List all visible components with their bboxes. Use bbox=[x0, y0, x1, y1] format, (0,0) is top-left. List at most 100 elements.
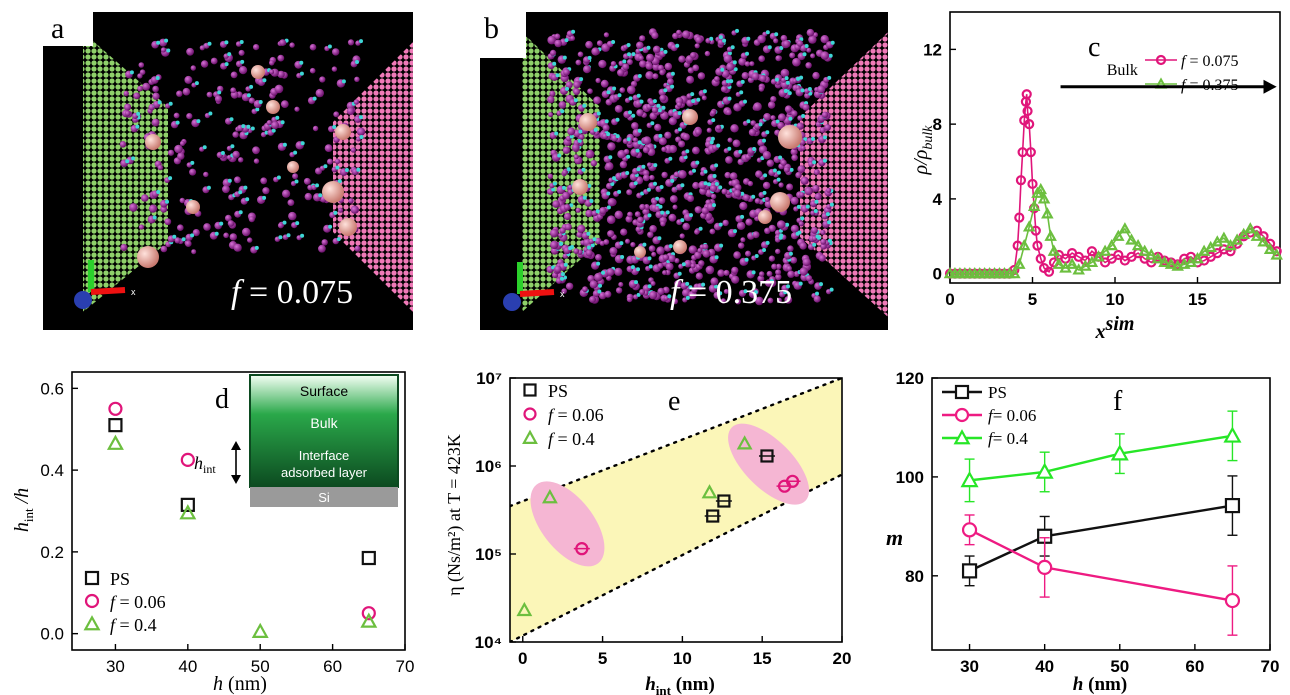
data-point bbox=[106, 434, 124, 450]
atom-bead bbox=[278, 235, 283, 240]
atom-bead bbox=[196, 119, 201, 124]
atom-bead bbox=[224, 40, 229, 45]
data-point bbox=[1105, 238, 1118, 251]
atom-bead bbox=[801, 114, 806, 118]
polymer-bead bbox=[657, 262, 664, 269]
polymer-bead bbox=[573, 81, 581, 89]
x-tick-label: 30 bbox=[106, 657, 125, 676]
nanoparticle bbox=[770, 192, 790, 212]
atom-bead bbox=[653, 163, 658, 168]
atom-bead bbox=[208, 111, 213, 116]
polymer-bead bbox=[688, 245, 697, 254]
polymer-bead bbox=[668, 144, 677, 154]
atom-bead bbox=[776, 170, 781, 175]
polymer-bead bbox=[695, 128, 702, 136]
polymer-bead bbox=[562, 191, 570, 200]
polymer-bead bbox=[189, 168, 197, 176]
atom-bead bbox=[299, 60, 304, 65]
atom-bead bbox=[830, 40, 835, 45]
atom-bead bbox=[647, 256, 652, 261]
atom-bead bbox=[568, 246, 573, 251]
polymer-bead bbox=[567, 127, 576, 136]
atom-bead bbox=[166, 48, 171, 53]
polymer-bead bbox=[778, 182, 784, 188]
polymer-bead bbox=[353, 99, 360, 105]
atom-bead bbox=[660, 210, 665, 215]
polymer-bead bbox=[668, 117, 677, 126]
atom-bead bbox=[639, 99, 644, 104]
polymer-bead bbox=[710, 109, 716, 116]
polymer-bead bbox=[191, 249, 197, 255]
inset-bulk-label: Bulk bbox=[310, 415, 338, 431]
atom-bead bbox=[795, 231, 800, 236]
atom-bead bbox=[765, 240, 770, 245]
polymer-bead bbox=[730, 124, 739, 133]
polymer-bead bbox=[758, 55, 765, 62]
polymer-bead bbox=[657, 287, 665, 295]
panel-label-a: a bbox=[43, 12, 93, 46]
atom-bead bbox=[778, 155, 783, 160]
legend-label: f = 0.06 bbox=[548, 405, 604, 425]
atom-bead bbox=[601, 270, 605, 275]
polymer-bead bbox=[554, 265, 562, 273]
polymer-bead bbox=[185, 240, 192, 247]
polymer-bead bbox=[232, 131, 239, 138]
polymer-bead bbox=[277, 70, 285, 79]
polymer-bead bbox=[619, 87, 626, 93]
data-point bbox=[1244, 222, 1257, 234]
polymer-bead bbox=[157, 164, 163, 171]
atom-bead bbox=[738, 149, 743, 154]
atom-bead bbox=[701, 282, 706, 287]
polymer-bead bbox=[659, 94, 667, 102]
atom-bead bbox=[631, 113, 636, 118]
atom-bead bbox=[727, 51, 732, 56]
polymer-bead bbox=[548, 112, 554, 118]
polymer-bead bbox=[820, 229, 826, 235]
polymer-bead bbox=[595, 77, 601, 84]
atom-bead bbox=[718, 185, 723, 190]
polymer-bead bbox=[791, 110, 798, 117]
atom-bead bbox=[772, 168, 777, 173]
legend-marker bbox=[953, 429, 971, 445]
atom-bead bbox=[696, 97, 701, 102]
polymer-bead bbox=[554, 33, 561, 40]
atom-bead bbox=[661, 105, 666, 110]
atom-bead bbox=[805, 204, 810, 209]
polymer-bead bbox=[636, 41, 644, 50]
polymer-bead bbox=[729, 172, 738, 180]
atom-bead bbox=[718, 291, 723, 296]
polymer-bead bbox=[694, 229, 700, 235]
polymer-bead bbox=[790, 224, 799, 233]
atom-bead bbox=[799, 37, 804, 42]
polymer-bead bbox=[775, 273, 782, 281]
atom-bead bbox=[554, 131, 559, 136]
atom-bead bbox=[788, 116, 793, 121]
atom-bead bbox=[620, 255, 625, 259]
atom-bead bbox=[312, 96, 317, 101]
data-point bbox=[1263, 242, 1277, 254]
polymer-bead bbox=[752, 231, 760, 239]
nanoparticle bbox=[137, 246, 159, 268]
atom-bead bbox=[592, 237, 597, 242]
atom-bead bbox=[785, 222, 790, 227]
atom-bead bbox=[712, 174, 717, 178]
atom-bead bbox=[670, 71, 675, 76]
atom-bead bbox=[812, 242, 817, 247]
polymer-bead bbox=[294, 106, 300, 112]
polymer-bead bbox=[634, 211, 641, 218]
polymer-bead bbox=[350, 147, 356, 153]
legend-label: f = 0.075 bbox=[1181, 53, 1238, 70]
polymer-bead bbox=[821, 111, 829, 119]
panel-label: f bbox=[1113, 386, 1123, 417]
polymer-bead bbox=[682, 133, 690, 141]
data-point bbox=[1041, 207, 1054, 219]
polymer-bead bbox=[698, 260, 705, 267]
nanoparticle bbox=[758, 210, 772, 224]
atom-bead bbox=[690, 92, 695, 97]
polymer-bead bbox=[702, 243, 709, 250]
polymer-bead bbox=[271, 121, 280, 130]
y-tick-label: 0.2 bbox=[40, 543, 64, 562]
polymer-bead bbox=[563, 212, 572, 221]
polymer-bead bbox=[585, 209, 593, 218]
polymer-bead bbox=[721, 69, 730, 78]
